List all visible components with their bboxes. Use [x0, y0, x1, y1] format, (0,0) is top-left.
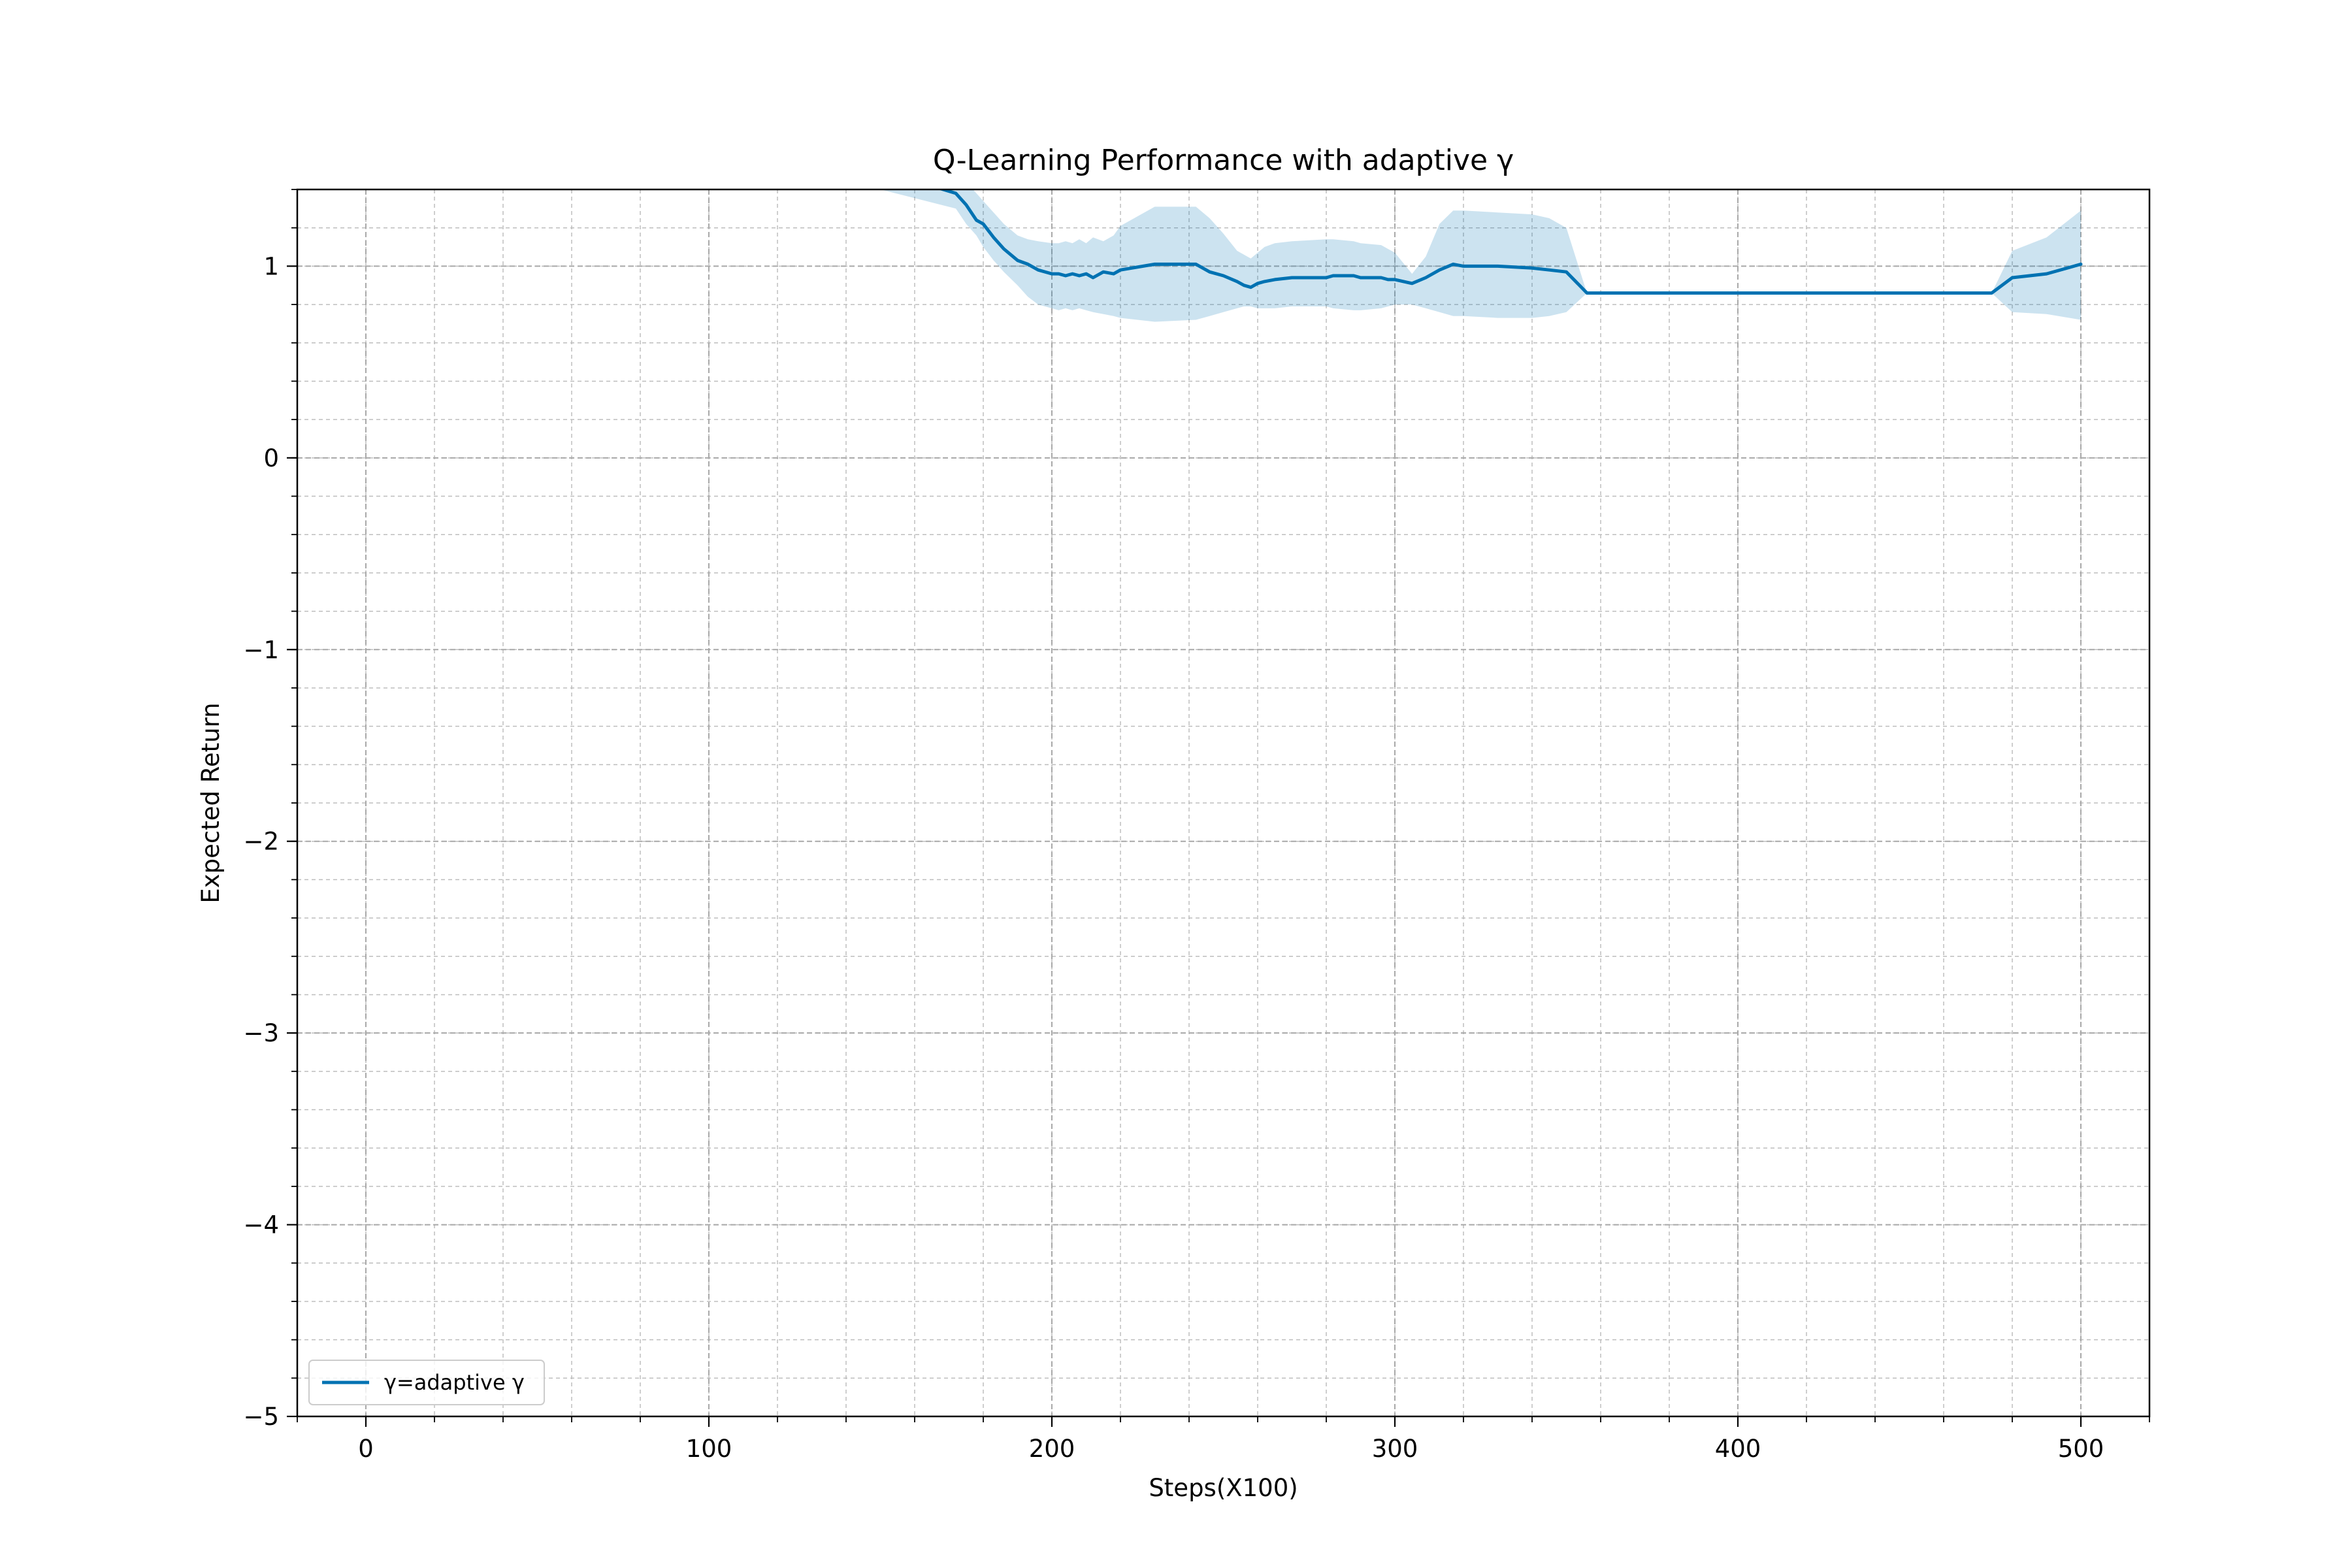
x-tick-label: 500 [2058, 1435, 2104, 1463]
grid-layer [297, 189, 2150, 1417]
legend-label: γ=adaptive γ [384, 1370, 525, 1395]
y-tick-label: −4 [243, 1211, 279, 1239]
x-tick-label: 200 [1029, 1435, 1075, 1463]
series-line [938, 189, 2083, 295]
chart-title: Q-Learning Performance with adaptive γ [933, 144, 1514, 177]
x-tick-label: 400 [1715, 1435, 1761, 1463]
y-tick-label: −5 [243, 1403, 279, 1431]
x-axis-title: Steps(X100) [1149, 1474, 1298, 1502]
y-tick-label: 1 [263, 252, 279, 280]
confidence-band [880, 189, 2081, 322]
y-tick-label: −1 [243, 636, 279, 664]
y-tick-label: 0 [263, 444, 279, 472]
data-layer [880, 189, 2083, 322]
x-tick-label: 0 [358, 1435, 374, 1463]
tick-layer: 0 100 200 300 400 500 −5 −4 −3 −2 −1 0 1 [243, 189, 2150, 1463]
legend: γ=adaptive γ [308, 1360, 545, 1405]
y-axis-title: Expected Return [197, 702, 225, 903]
y-tick-label: −2 [243, 828, 279, 856]
x-tick-label: 300 [1372, 1435, 1418, 1463]
y-tick-label: −3 [243, 1019, 279, 1047]
legend-box [308, 1360, 545, 1405]
x-tick-label: 100 [686, 1435, 732, 1463]
